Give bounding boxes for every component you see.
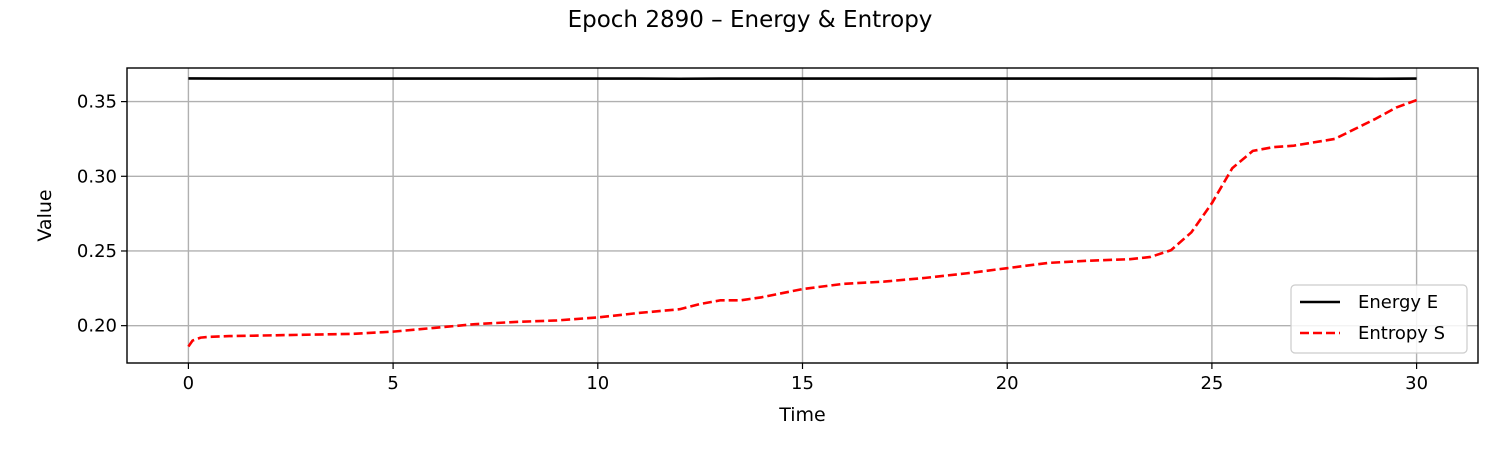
grid-lines xyxy=(127,68,1478,363)
x-tick-label: 5 xyxy=(387,373,398,394)
y-tick-label: 0.35 xyxy=(77,92,117,113)
chart-title: Epoch 2890 – Energy & Entropy xyxy=(568,7,933,33)
x-tick-label: 30 xyxy=(1405,373,1428,394)
x-tick-label: 25 xyxy=(1200,373,1223,394)
y-tick-label: 0.25 xyxy=(77,241,117,262)
x-tick-label: 0 xyxy=(183,373,194,394)
legend-label: Entropy S xyxy=(1358,323,1445,344)
y-tick-label: 0.20 xyxy=(77,316,117,337)
x-tick-label: 10 xyxy=(586,373,609,394)
series-lines xyxy=(187,77,1418,348)
legend-label: Energy E xyxy=(1358,292,1438,313)
y-tick-label: 0.30 xyxy=(77,166,117,187)
x-axis-label: Time xyxy=(778,404,826,426)
x-tick-label: 20 xyxy=(996,373,1019,394)
y-axis-label: Value xyxy=(34,189,56,241)
axis-ticks: 0 5 10 15 20 25 30 0.20 0.25 0.30 0.35 xyxy=(77,92,1428,394)
x-tick-label: 15 xyxy=(791,373,814,394)
legend: Energy E Entropy S xyxy=(1290,284,1468,354)
